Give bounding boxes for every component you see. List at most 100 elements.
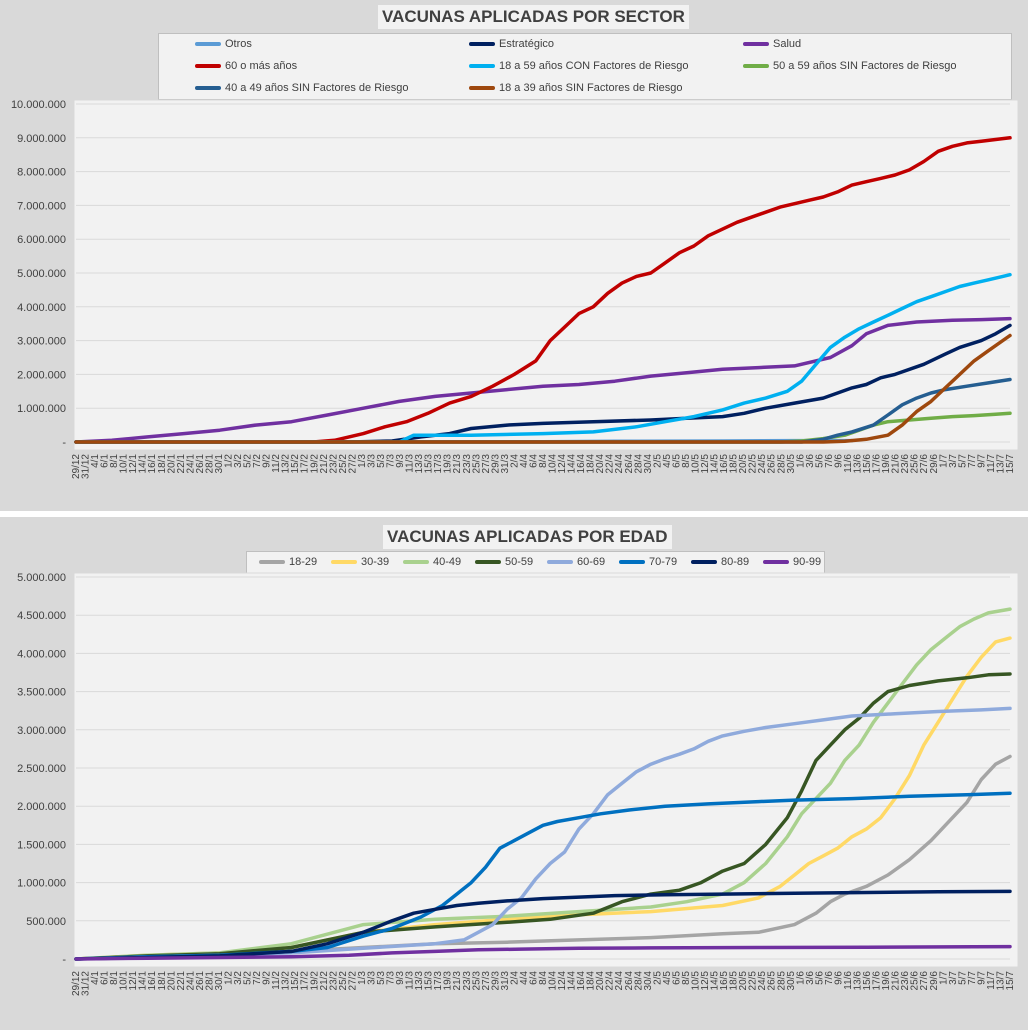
- x-tick-label: 11/7: [986, 454, 997, 473]
- x-tick-label: 12/4: [557, 454, 568, 474]
- x-tick-label: 19/6: [881, 971, 892, 991]
- edad-legend-item-90-99: 90-99: [763, 556, 821, 568]
- x-tick-label: 4/1: [90, 454, 101, 468]
- x-tick-label: 5/7: [957, 454, 968, 468]
- x-tick-label: 3/3: [366, 971, 377, 985]
- x-tick-label: 25/6: [910, 454, 921, 474]
- x-tick-label: 28/4: [633, 971, 644, 991]
- x-tick-label: 15/6: [862, 454, 873, 474]
- legend-label: 50 a 59 años SIN Factores de Riesgo: [773, 60, 957, 72]
- sector-series-60-o-mas-anos: [74, 136, 1012, 444]
- x-tick-label: 20/1: [166, 971, 177, 991]
- x-tick-label: 20/4: [595, 454, 606, 474]
- edad-chart-title: VACUNAS APLICADAS POR EDAD: [383, 525, 672, 549]
- x-tick-label: 20/4: [595, 971, 606, 991]
- x-tick-label: 7/7: [967, 454, 978, 468]
- x-tick-label: 28/1: [204, 971, 215, 991]
- x-tick-label: 31/3: [500, 971, 511, 991]
- x-tick-label: 9/6: [833, 454, 844, 468]
- x-tick-label: 20/5: [738, 971, 749, 991]
- x-tick-label: 30/1: [214, 454, 225, 474]
- x-tick-label: 27/3: [481, 971, 492, 991]
- y-tick-label: 4.000.000: [17, 302, 66, 314]
- x-tick-label: 6/4: [528, 454, 539, 468]
- sector-chart-svg: - 1.000.000 2.000.000 3.000.000 4.000.000 5.0…: [11, 99, 1019, 479]
- x-tick-label: 12/5: [700, 971, 711, 991]
- x-tick-label: 31/12: [81, 971, 92, 996]
- legend-swatch: [469, 42, 495, 46]
- x-tick-label: 16/1: [147, 454, 158, 474]
- x-tick-label: 1/7: [938, 454, 949, 468]
- x-tick-label: 15/7: [1005, 971, 1016, 991]
- x-tick-label: 5/7: [957, 971, 968, 985]
- x-tick-label: 25/2: [338, 454, 349, 474]
- legend-label: 80-89: [721, 556, 750, 568]
- x-tick-label: 21/3: [452, 971, 463, 991]
- x-tick-label: 3/3: [366, 454, 377, 468]
- edad-series-70-79: [74, 791, 1012, 961]
- x-tick-label: 11/6: [843, 454, 854, 473]
- legend-swatch: [469, 86, 495, 90]
- edad-series-60-69: [74, 706, 1012, 961]
- x-tick-label: 18/5: [729, 454, 740, 474]
- sector-legend: Otros Estratégico Salud 60 o más años 18 a 5…: [158, 33, 1012, 100]
- x-tick-label: 7/7: [967, 971, 978, 985]
- x-tick-label: 3/2: [233, 454, 244, 468]
- x-tick-label: 3/6: [805, 454, 816, 468]
- x-tick-label: 30/4: [643, 454, 654, 474]
- y-tick-label: 9.000.000: [17, 133, 66, 145]
- x-tick-label: 26/1: [195, 454, 206, 474]
- x-tick-label: 8/1: [109, 971, 120, 985]
- x-tick-label: 4/1: [90, 971, 101, 985]
- x-tick-label: 7/6: [824, 971, 835, 985]
- x-tick-label: 13/2: [281, 454, 292, 474]
- x-tick-label: 19/6: [881, 454, 892, 474]
- x-tick-label: 30/5: [786, 971, 797, 991]
- edad-chart-panel: VACUNAS APLICADAS POR EDAD 18-29 30-39 40-…: [0, 517, 1028, 1030]
- plot-area: [73, 572, 1019, 968]
- edad-series-90-99: [74, 944, 1012, 961]
- legend-label: 18-29: [289, 556, 318, 568]
- x-tick-label: 10/1: [119, 454, 130, 474]
- x-tick-label: 12/1: [128, 971, 139, 991]
- edad-legend-item-40-49: 40-49: [403, 556, 461, 568]
- y-tick-label: 3.500.000: [17, 687, 66, 699]
- sector-series-estrategico: [74, 323, 1012, 444]
- x-tick-label: 17/6: [872, 454, 883, 474]
- edad-legend-item-70-79: 70-79: [619, 556, 677, 568]
- y-tick-label: 1.000.000: [17, 878, 66, 890]
- x-tick-label: 7/3: [386, 971, 397, 985]
- x-tick-label: 11/3: [405, 454, 416, 473]
- y-tick-label: -: [62, 954, 66, 966]
- edad-legend-item-60-69: 60-69: [547, 556, 605, 568]
- x-tick-label: 23/2: [328, 454, 339, 474]
- legend-label: 90-99: [793, 556, 822, 568]
- x-tick-label: 10/4: [548, 454, 559, 474]
- x-tick-label: 15/2: [290, 454, 301, 474]
- x-tick-label: 15/7: [1005, 454, 1016, 474]
- x-tick-label: 29/12: [71, 454, 82, 479]
- x-tick-label: 9/2: [262, 971, 273, 985]
- x-tick-label: 4/5: [662, 454, 673, 468]
- x-tick-label: 11/6: [843, 971, 854, 990]
- x-tick-label: 2/4: [509, 971, 520, 985]
- sector-series-18-a-59-anos-con-factores-de-riesgo: [74, 272, 1012, 444]
- x-tick-label: 13/2: [281, 971, 292, 991]
- sector-legend-item-60-o-mas-anos: 60 o más años: [195, 60, 297, 72]
- x-tick-label: 27/2: [347, 454, 358, 474]
- x-tick-label: 14/1: [138, 454, 149, 474]
- y-tick-label: 3.000.000: [17, 725, 66, 737]
- legend-label: 60-69: [577, 556, 606, 568]
- legend-label: 40-49: [433, 556, 462, 568]
- y-tick-label: 3.000.000: [17, 336, 66, 348]
- legend-label: 50-59: [505, 556, 534, 568]
- y-tick-label: 4.500.000: [17, 610, 66, 622]
- plot-area: [73, 99, 1019, 451]
- y-tick-label: 2.000.000: [17, 369, 66, 381]
- x-tick-label: 1/2: [223, 454, 234, 468]
- x-tick-label: 6/1: [100, 454, 111, 468]
- y-tick-label: 2.000.000: [17, 801, 66, 813]
- x-tick-label: 21/6: [891, 454, 902, 474]
- x-tick-label: 16/1: [147, 971, 158, 991]
- x-tick-label: 26/5: [767, 971, 778, 991]
